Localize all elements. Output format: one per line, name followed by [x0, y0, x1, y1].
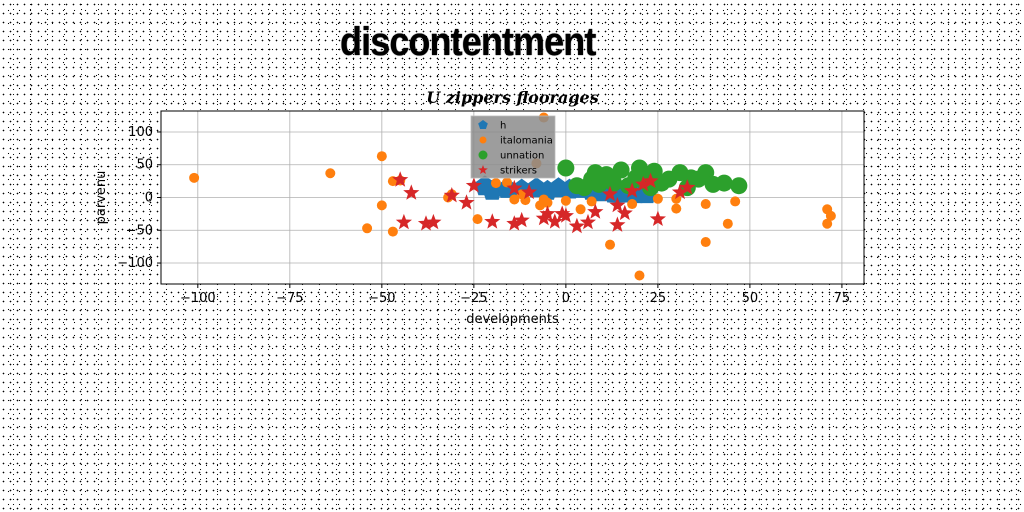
data-point [520, 195, 531, 206]
data-point [506, 215, 523, 231]
data-point [557, 207, 574, 223]
data-point [506, 179, 523, 196]
data-layer [189, 112, 836, 281]
data-point [822, 218, 833, 229]
legend-marker [478, 150, 488, 160]
data-point [679, 179, 696, 195]
data-point [586, 196, 597, 207]
data-point [634, 270, 645, 281]
legend-box [470, 115, 556, 179]
data-point [443, 187, 460, 203]
legend-label: h [500, 121, 506, 132]
data-point [825, 210, 836, 221]
y-tick-label: −50 [126, 223, 153, 238]
data-point [392, 171, 409, 187]
data-point [671, 183, 689, 200]
data-point [458, 194, 475, 210]
data-point [539, 205, 556, 221]
data-point [609, 216, 626, 232]
data-point [557, 159, 575, 177]
legend-marker [478, 165, 488, 174]
data-point [542, 197, 553, 208]
data-point [730, 177, 748, 195]
data-point [722, 218, 733, 229]
legend: h italomania unnation strikers [470, 115, 556, 179]
data-point [624, 182, 641, 198]
data-point [376, 151, 387, 162]
data-point [605, 239, 616, 250]
data-point [635, 175, 652, 192]
data-point [509, 194, 520, 205]
legend-label: italomania [500, 136, 553, 147]
data-point [649, 210, 666, 226]
x-tick-label: 75 [834, 291, 851, 306]
legend-marker [478, 120, 488, 129]
page-title: discontentment [340, 20, 596, 64]
data-point [616, 204, 633, 221]
data-point [642, 172, 659, 188]
x-tick-label: −50 [368, 291, 395, 306]
data-point [403, 184, 420, 200]
x-tick-label: 50 [742, 291, 759, 306]
data-point [587, 203, 604, 219]
data-point [395, 213, 412, 230]
x-tick-label: 25 [650, 291, 667, 306]
y-tick-label: 100 [128, 125, 153, 140]
data-point [715, 174, 733, 192]
data-point [575, 204, 586, 215]
data-point [376, 200, 387, 211]
x-tick-label: −100 [180, 291, 216, 306]
data-point [560, 195, 571, 206]
data-point [612, 161, 630, 179]
data-point [189, 172, 200, 183]
data-point [700, 199, 711, 210]
data-point [546, 213, 563, 229]
data-point [417, 215, 435, 231]
data-point [579, 213, 596, 230]
data-point [425, 213, 442, 230]
data-point [602, 185, 619, 202]
data-point [700, 237, 711, 248]
data-point [501, 177, 512, 188]
series-unnation [557, 159, 748, 197]
legend-label: unnation [500, 151, 544, 162]
data-point [609, 196, 626, 213]
x-tick-label: −25 [460, 291, 487, 306]
data-point [513, 211, 530, 228]
y-tick-label: 0 [145, 191, 153, 206]
data-point [568, 217, 585, 234]
data-point [325, 168, 336, 179]
axis-ticks: −100 −75 −50 −25 0 25 50 75 −100 −50 0 50 100 [117, 125, 850, 306]
data-point [521, 183, 538, 200]
chart-title: U zippers floorages [426, 88, 598, 107]
data-point [652, 193, 663, 204]
y-tick-label: −100 [117, 256, 153, 271]
data-point [465, 177, 482, 193]
data-point [362, 223, 373, 234]
data-point [387, 226, 398, 237]
data-point [627, 199, 638, 210]
y-axis-label: parvenu [94, 171, 109, 225]
data-point [730, 196, 741, 207]
x-tick-label: −75 [276, 291, 303, 306]
legend-marker [479, 136, 487, 144]
data-point [490, 178, 501, 189]
x-axis-label: developments [466, 312, 559, 327]
series-strikers [392, 171, 696, 234]
data-point [484, 213, 501, 229]
data-point [671, 203, 682, 214]
y-tick-label: 50 [136, 158, 153, 173]
x-tick-label: 0 [562, 291, 570, 306]
legend-label: strikers [500, 166, 537, 177]
data-point [472, 214, 483, 225]
